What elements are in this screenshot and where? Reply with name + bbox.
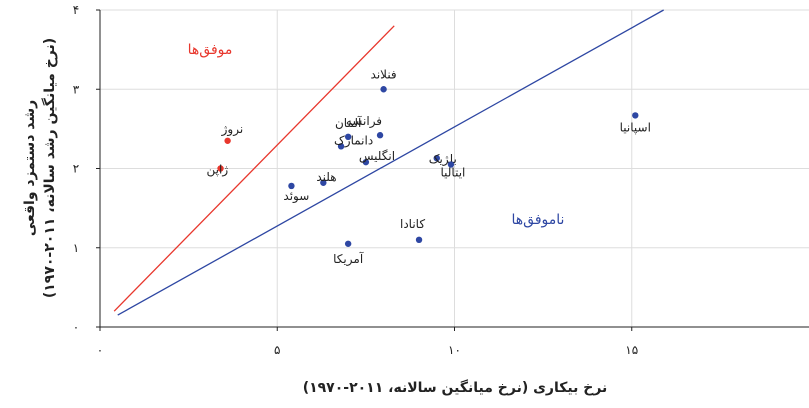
point-label: نروژ (221, 122, 244, 137)
y-tick-label: ۳ (73, 82, 80, 96)
y-tick-label: ۴ (73, 3, 79, 17)
y-axis-title: رشد دستمزد واقعی (نرخ میانگین رشد سالانه… (22, 38, 58, 298)
axes (96, 9, 809, 331)
data-point (447, 161, 455, 168)
region-label-successful: موفق‌ها (188, 42, 233, 58)
y-tick-label: ۱ (73, 241, 79, 255)
data-point (415, 236, 423, 244)
x-tick-label: ۱۰ (448, 343, 461, 357)
y-tick-label: ۲ (73, 162, 79, 176)
data-point (320, 179, 327, 186)
x-axis-title: نرخ بیکاری (نرخ میانگین سالانه، ۲۰۱۱-۱۹۷… (303, 379, 608, 396)
data-point (380, 86, 387, 93)
region-label-unsuccessful: ناموفق‌ها (512, 212, 565, 228)
data-point (376, 132, 384, 139)
point-label: اسپانیا (620, 120, 651, 134)
data-point (362, 158, 370, 166)
y-axis-title-line2: (نرخ میانگین رشد سالانه، ۲۰۱۱-۱۹۷۰) (41, 38, 58, 298)
frontier-line-unsuccessful (117, 9, 664, 316)
frontier-lines (113, 9, 664, 316)
point-label: کانادا (400, 217, 425, 231)
data-point (344, 240, 352, 247)
point-label: آمریکا (333, 251, 364, 267)
x-tick-label: ۵ (274, 343, 280, 357)
data-point (224, 137, 231, 144)
point-label: دانمارک (334, 133, 373, 148)
point-label: سوئد (283, 189, 309, 204)
point-label: آلمان (335, 115, 362, 130)
data-point (288, 182, 295, 190)
point-label: هلند (316, 170, 336, 184)
x-tick-label: ۰ (97, 343, 103, 357)
x-tick-label: ۱۵ (625, 343, 638, 357)
data-point (344, 133, 352, 140)
y-tick-label: ۰ (73, 320, 79, 334)
data-point (337, 143, 345, 150)
point-label: ژاپن (207, 163, 229, 178)
y-axis-title-line1: رشد دستمزد واقعی (22, 100, 38, 236)
data-point (632, 112, 639, 119)
tick-labels: ۰ ۱ ۲ ۳ ۴ ۰ ۵ ۱۰ ۱۵ (73, 3, 638, 357)
data-point (217, 165, 224, 172)
frontier-line-successful (113, 25, 395, 312)
point-label: فرانسه (346, 114, 382, 129)
point-label: ایتالیا (441, 166, 466, 180)
data-point (433, 154, 440, 162)
point-label: انگلیس (359, 149, 395, 164)
point-label: فنلاند (371, 67, 397, 81)
